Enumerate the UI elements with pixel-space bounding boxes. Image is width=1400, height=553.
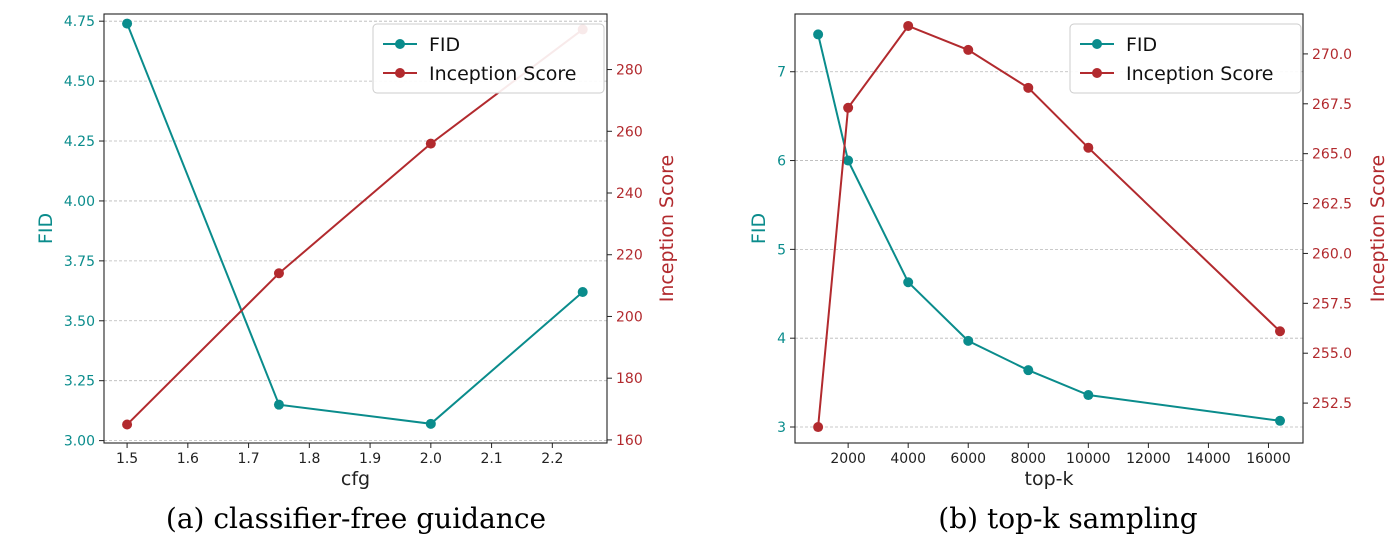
chart2-y-left-tick-label: 3 xyxy=(777,420,786,436)
chart1-inception-score-point xyxy=(122,419,133,430)
chart2-y-left-tick-label: 5 xyxy=(777,242,786,258)
chart1-legend-inception-score-marker xyxy=(395,68,405,78)
chart2-inception-score-point xyxy=(1083,142,1094,153)
chart2-fid-point xyxy=(843,155,854,166)
chart2-inception-score-point xyxy=(1275,326,1286,337)
chart2-x-tick-label: 4000 xyxy=(890,451,926,467)
chart1-x-tick-label: 1.8 xyxy=(298,451,320,467)
chart1-legend: FID Inception Score xyxy=(372,23,605,94)
chart1-plot-frame xyxy=(103,13,608,444)
chart1-y-left-tick-label: 3.25 xyxy=(64,374,95,390)
chart2-x-tick-label: 10000 xyxy=(1066,451,1111,467)
chart1-y-left-tick-label: 3.50 xyxy=(64,314,95,330)
chart2-fid-point xyxy=(813,29,824,40)
chart2-y-right-tick-label: 252.5 xyxy=(1312,396,1352,412)
chart1-x-tick-label: 2.0 xyxy=(420,451,442,467)
chart1-x-axis-label: cfg xyxy=(341,468,370,490)
chart1-inception-score-point xyxy=(425,138,436,149)
chart2-y-right-tick-label: 257.5 xyxy=(1312,296,1352,312)
chart1-y-right-tick-label: 180 xyxy=(616,371,643,387)
chart1-legend-box xyxy=(372,23,605,94)
chart1-y-left-tick-label: 3.00 xyxy=(64,434,95,450)
chart1-fid-point xyxy=(577,287,588,298)
chart2-y-right-tick-label: 262.5 xyxy=(1312,197,1352,213)
chart2-x-tick-label: 2000 xyxy=(830,451,866,467)
chart1-fid-point xyxy=(425,418,436,429)
chart2-fid-point xyxy=(1275,415,1286,426)
chart1-y-left-tick-label: 4.75 xyxy=(64,14,95,30)
chart2-x-tick-label: 12000 xyxy=(1126,451,1171,467)
chart2-y-left-tick-label: 6 xyxy=(777,154,786,170)
chart1-x-tick-label: 1.5 xyxy=(116,451,138,467)
chart1: 1.5 1.6 1.7 1.8 1.9 2.0 2.1 2.2 3.00 3.25 3.50 3.75… xyxy=(35,13,678,490)
chart1-y-left-tick-label: 4.50 xyxy=(64,74,95,90)
chart2-inception-score-point xyxy=(843,102,854,113)
chart2-y-right-tick-label: 270.0 xyxy=(1312,47,1352,63)
chart1-y-left-tick-label: 4.00 xyxy=(64,194,95,210)
chart1-inception-score-point xyxy=(273,268,284,279)
chart2-inception-score-point xyxy=(1023,82,1034,93)
chart2-fid-point xyxy=(1023,365,1034,376)
chart2-x-axis-label: top-k xyxy=(1025,468,1074,490)
chart1-y-right-tick-label: 260 xyxy=(616,124,643,140)
chart1-y-right-tick-label: 240 xyxy=(616,186,643,202)
chart1-y-left-axis-label: FID xyxy=(35,213,57,244)
chart2-x-tick-label: 16000 xyxy=(1246,451,1291,467)
chart1-legend-fid-marker xyxy=(395,39,405,49)
chart1-y-left-tick-label: 3.75 xyxy=(64,254,95,270)
chart1-fid-line xyxy=(126,23,584,425)
chart2-x-tick-label: 14000 xyxy=(1186,451,1231,467)
chart1-y-right-tick-label: 280 xyxy=(616,63,643,79)
chart2-y-right-tick-label: 267.5 xyxy=(1312,97,1352,113)
chart1-x-tick-label: 2.1 xyxy=(480,451,502,467)
chart2-y-left-tick-label: 4 xyxy=(777,331,786,347)
chart2-legend: FID Inception Score xyxy=(1069,23,1302,94)
chart2-x-tick-label: 6000 xyxy=(950,451,986,467)
chart2-legend-fid-label: FID xyxy=(1126,34,1157,56)
chart2-fid-point xyxy=(903,277,914,288)
chart1-x-tick-label: 1.7 xyxy=(237,451,259,467)
chart2-y-right-tick-label: 260.0 xyxy=(1312,246,1352,262)
chart2-fid-point xyxy=(963,335,974,346)
chart2-y-left-axis-label: FID xyxy=(748,213,770,244)
chart1-fid-point xyxy=(273,399,284,410)
caption-a: (a) classifier-free guidance xyxy=(166,502,546,535)
chart1-y-right-tick-label: 160 xyxy=(616,433,643,449)
chart1-y-right-tick-label: 220 xyxy=(616,248,643,264)
chart1-fid-point xyxy=(122,18,133,29)
chart1-y-right-axis-label: Inception Score xyxy=(656,155,678,303)
chart2-plot-frame xyxy=(794,13,1304,444)
chart2-inception-score-point xyxy=(813,422,824,433)
chart1-x-tick-label: 1.6 xyxy=(177,451,199,467)
chart1-y-right-tick-label: 200 xyxy=(616,309,643,325)
chart2-fid-point xyxy=(1083,390,1094,401)
chart1-legend-inception-score-label: Inception Score xyxy=(429,63,577,85)
chart1-y-left-tick-label: 4.25 xyxy=(64,134,95,150)
chart2-y-right-tick-label: 265.0 xyxy=(1312,147,1352,163)
chart2-y-right-axis-label: Inception Score xyxy=(1367,155,1389,303)
chart2-x-tick-label: 8000 xyxy=(1010,451,1046,467)
chart2-legend-inception-score-label: Inception Score xyxy=(1126,63,1274,85)
chart2-inception-score-point xyxy=(903,20,914,31)
chart2-legend-fid-marker xyxy=(1092,39,1102,49)
chart2-y-left-tick-label: 7 xyxy=(777,65,786,81)
chart2-legend-inception-score-marker xyxy=(1092,68,1102,78)
chart1-x-tick-label: 1.9 xyxy=(359,451,381,467)
chart2: 2000 4000 6000 8000 10000 12000 14000 16000 3 4 5 6… xyxy=(748,13,1389,490)
chart1-x-tick-label: 2.2 xyxy=(541,451,563,467)
chart1-legend-fid-label: FID xyxy=(429,34,460,56)
chart2-inception-score-point xyxy=(963,44,974,55)
chart2-y-right-tick-label: 255.0 xyxy=(1312,346,1352,362)
chart2-legend-box xyxy=(1069,23,1302,94)
caption-b: (b) top-k sampling xyxy=(938,502,1198,535)
